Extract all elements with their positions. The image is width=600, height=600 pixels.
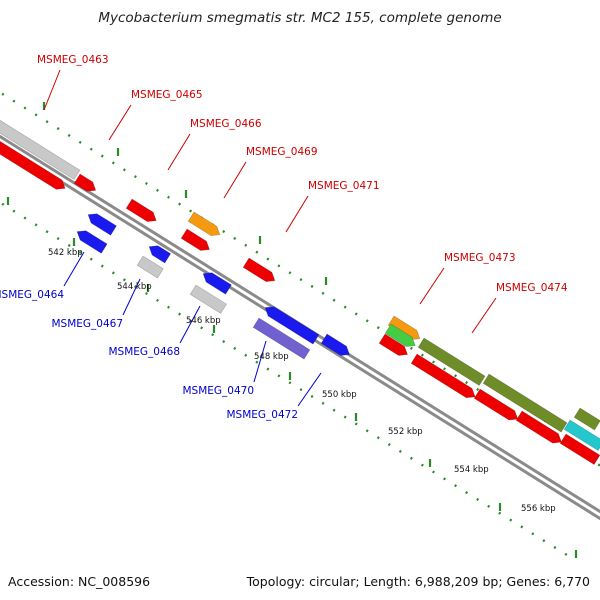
gene-label-msmeg_0469[interactable]: MSMEG_0469 [246, 146, 318, 158]
gene-label-msmeg_0471[interactable]: MSMEG_0471 [308, 180, 380, 192]
leader-line-msmeg_0467 [122, 278, 141, 316]
leader-line-msmeg_0465 [108, 104, 132, 141]
leader-line-msmeg_0469 [223, 161, 247, 199]
leader-line-msmeg_0464 [63, 251, 85, 287]
gene-feature-10 [148, 245, 172, 264]
gene-feature-23 [473, 388, 519, 421]
gene-label-msmeg_0474[interactable]: MSMEG_0474 [496, 282, 568, 294]
gene-feature-18 [384, 323, 416, 347]
gene-label-msmeg_0465[interactable]: MSMEG_0465 [131, 89, 203, 101]
gene-label-msmeg_0467[interactable]: MSMEG_0467 [51, 318, 123, 330]
map-title: Mycobacterium smegmatis str. MC2 155, co… [98, 10, 502, 26]
gene-feature-12 [202, 272, 232, 295]
gene-feature-9 [76, 230, 108, 254]
leader-line-msmeg_0471 [285, 195, 309, 233]
gene-feature-20 [417, 337, 486, 386]
tick-label: 542 kbp [48, 248, 83, 258]
tick-label: 546 kbp [186, 316, 221, 326]
gene-feature-14 [264, 306, 320, 345]
gene-labels: MSMEG_0463 MSMEG_0465 MSMEG_0466 MSMEG_0469… [0, 54, 568, 421]
leader-line-msmeg_0466 [167, 133, 191, 171]
gene-label-msmeg_0466[interactable]: MSMEG_0466 [190, 118, 262, 130]
gene-label-msmeg_0463[interactable]: MSMEG_0463 [37, 54, 109, 66]
gene-feature-24 [515, 410, 562, 444]
gene-feature-1 [0, 113, 81, 180]
tick-labels: 542 kbp 544 kbp 546 kbp 548 kbp 550 kbp 552 k… [48, 248, 556, 514]
gene-label-msmeg_0472[interactable]: MSMEG_0472 [226, 409, 298, 421]
gene-features [0, 113, 600, 465]
gene-label-msmeg_0473[interactable]: MSMEG_0473 [444, 252, 516, 264]
gene-feature-4 [125, 198, 157, 222]
gene-feature-3 [73, 173, 97, 192]
leader-line-msmeg_0463 [43, 69, 61, 111]
gene-label-msmeg_0464[interactable]: MSMEG_0464 [0, 289, 64, 301]
tick-label: 552 kbp [388, 427, 423, 437]
gene-label-msmeg_0470[interactable]: MSMEG_0470 [182, 385, 254, 397]
tick-label: 556 kbp [521, 504, 556, 514]
gene-feature-26 [563, 419, 600, 451]
gene-feature-21 [482, 373, 568, 433]
gene-feature-7 [242, 257, 276, 282]
tick-label: 550 kbp [322, 390, 357, 400]
gene-feature-8 [87, 213, 117, 236]
leader-line-msmeg_0472 [297, 372, 322, 407]
gene-feature-5 [187, 211, 221, 236]
tick-label: 548 kbp [254, 352, 289, 362]
leader-line-msmeg_0468 [179, 305, 201, 344]
gene-label-msmeg_0468[interactable]: MSMEG_0468 [108, 346, 180, 358]
gene-feature-19 [378, 333, 408, 356]
gene-feature-11 [136, 255, 164, 279]
label-leader-lines [43, 69, 497, 407]
gene-feature-25 [559, 433, 600, 465]
gene-feature-22 [410, 353, 476, 399]
gene-feature-17 [387, 315, 421, 340]
gene-feature-16 [320, 333, 350, 356]
tick-label: 554 kbp [454, 465, 489, 475]
genome-summary-text: Topology: circular; Length: 6,988,209 bp… [246, 574, 590, 589]
gene-feature-15 [252, 317, 311, 360]
leader-line-msmeg_0473 [419, 267, 445, 305]
leader-line-msmeg_0474 [471, 297, 497, 334]
leader-line-msmeg_0470 [253, 340, 267, 383]
gene-feature-6 [180, 228, 210, 251]
gene-feature-27 [573, 407, 600, 431]
tick-label: 544 kbp [117, 282, 152, 292]
gene-feature-2 [0, 134, 66, 190]
gene-feature-13 [189, 284, 227, 314]
ruler-ticks [6, 102, 578, 558]
accession-text: Accession: NC_008596 [8, 574, 151, 589]
